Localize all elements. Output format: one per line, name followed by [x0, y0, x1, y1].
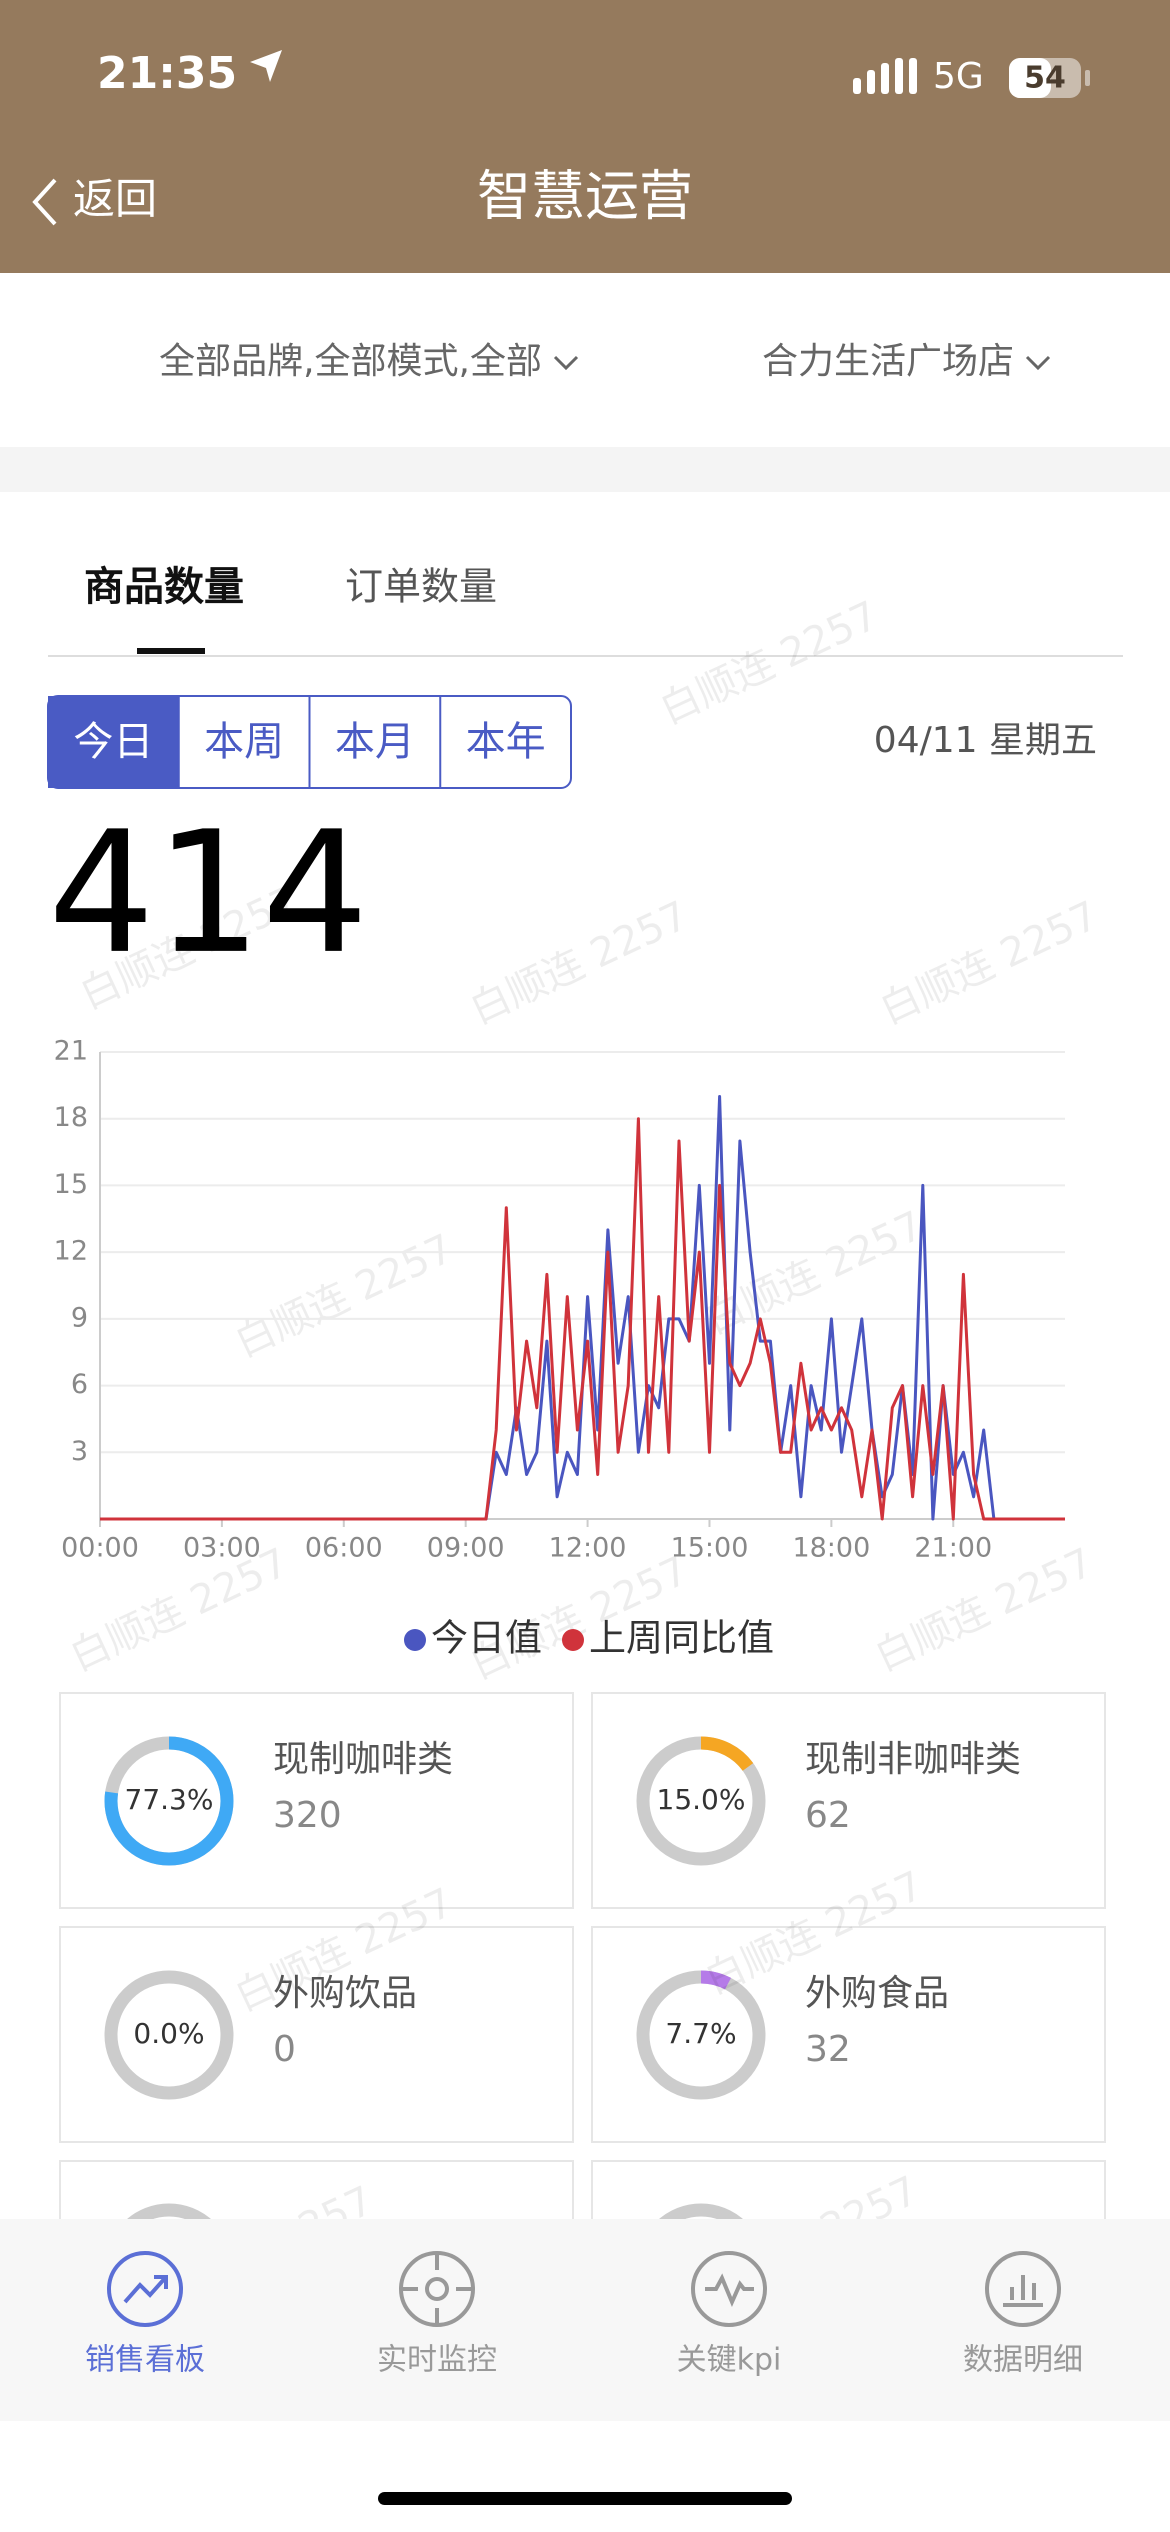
x-tick-label: 00:00	[61, 1533, 139, 1564]
network: 5G	[933, 56, 984, 97]
battery-cap	[1085, 70, 1090, 86]
tab-bar	[0, 2219, 1170, 2421]
chevron	[553, 355, 579, 371]
legend-dot	[404, 1629, 426, 1651]
tab-icons	[107, 2251, 1061, 2327]
donut-percent: 7.7%	[665, 2017, 736, 2050]
period-button[interactable]: 今日	[73, 719, 153, 765]
card-count: 62	[805, 1795, 851, 1836]
brand-filter[interactable]: 全部品牌,全部模式,全部	[159, 341, 542, 382]
watermark: 白顺连 2257	[873, 893, 1105, 1034]
period-button[interactable]: 本周	[204, 719, 284, 765]
donut-arc	[636, 1970, 766, 2100]
x-tick-label: 12:00	[549, 1533, 627, 1564]
home-indicator	[378, 2492, 792, 2505]
x-tick-label: 06:00	[305, 1533, 383, 1564]
signal-icon	[853, 58, 917, 94]
legend-dot	[562, 1629, 584, 1651]
x-tick-label: 18:00	[792, 1533, 870, 1564]
period-button[interactable]: 本月	[335, 719, 415, 765]
cards: 77.3% 现制咖啡类 320 15.0% 现制非咖啡类 62 0.0% 外购饮品 0 7.7% 外…	[59, 1692, 1106, 2143]
x-tick-label: 03:00	[183, 1533, 261, 1564]
card	[59, 1926, 574, 2143]
card-name: 外购食品	[805, 1973, 949, 2014]
location-icon	[250, 50, 282, 82]
watermark: 白顺连 2257	[653, 593, 885, 734]
donut-percent: 0.0%	[133, 2017, 204, 2050]
watermark: 白顺连 2257	[463, 893, 695, 1034]
watermark: 白顺连 2257	[228, 1226, 460, 1367]
x-tick-label: 21:00	[914, 1533, 992, 1564]
store-filter[interactable]: 合力生活广场店	[762, 341, 1014, 382]
period-active	[48, 696, 179, 788]
back-button[interactable]: 返回	[73, 175, 157, 224]
series-line	[100, 1117, 1065, 1521]
battery-fill	[1009, 58, 1051, 98]
section-gap	[0, 447, 1170, 492]
x-tick-label: 15:00	[671, 1533, 749, 1564]
y-tick-label: 3	[71, 1436, 88, 1467]
y-tick-label: 18	[54, 1102, 88, 1133]
tab-active[interactable]: 商品数量	[84, 564, 244, 610]
nav-title: 智慧运营	[477, 165, 693, 228]
tab-bar-item[interactable]: 数据明细	[963, 2343, 1083, 2378]
y-tick-label: 9	[71, 1302, 88, 1333]
donut-track	[104, 1970, 234, 2100]
tab-bar-item-active[interactable]: 销售看板	[85, 2343, 205, 2378]
battery-level: 54	[1024, 61, 1066, 96]
y-tick-label: 21	[54, 1036, 88, 1067]
chevron	[1025, 355, 1051, 371]
card	[59, 1692, 574, 1909]
date: 04/11 星期五	[874, 720, 1097, 761]
tab[interactable]: 订单数量	[345, 565, 497, 609]
status-time: 21:35	[97, 48, 237, 99]
period-button[interactable]: 本年	[466, 719, 546, 765]
card-count: 32	[805, 2029, 851, 2070]
donut-percent: 15.0%	[657, 1783, 746, 1816]
card-name: 外购饮品	[273, 1973, 417, 2014]
legend-label: 上周同比值	[589, 1617, 774, 1660]
x-tick-label: 09:00	[427, 1533, 505, 1564]
donut-arc	[104, 1736, 234, 1866]
y-tick-label: 12	[54, 1236, 88, 1267]
y-tick-label: 6	[71, 1369, 88, 1400]
header-bg	[0, 0, 1170, 273]
card-count: 0	[273, 2029, 296, 2070]
tab-underline	[137, 648, 205, 654]
card-name: 现制咖啡类	[273, 1739, 453, 1780]
card	[591, 1692, 1106, 1909]
series-line	[100, 1095, 1065, 1521]
card-name: 现制非咖啡类	[805, 1739, 1021, 1780]
legend-label: 今日值	[431, 1617, 542, 1660]
donut-percent: 77.3%	[125, 1783, 214, 1816]
card	[591, 1926, 1106, 2143]
total-count: 414	[48, 795, 369, 991]
tab-bar-item[interactable]: 实时监控	[377, 2343, 497, 2378]
card-count: 320	[273, 1795, 342, 1836]
tab-bar-item[interactable]: 关键kpi	[677, 2343, 782, 2378]
back-icon[interactable]	[32, 178, 57, 226]
y-tick-label: 15	[54, 1169, 88, 1200]
donut-arc	[636, 1736, 766, 1866]
